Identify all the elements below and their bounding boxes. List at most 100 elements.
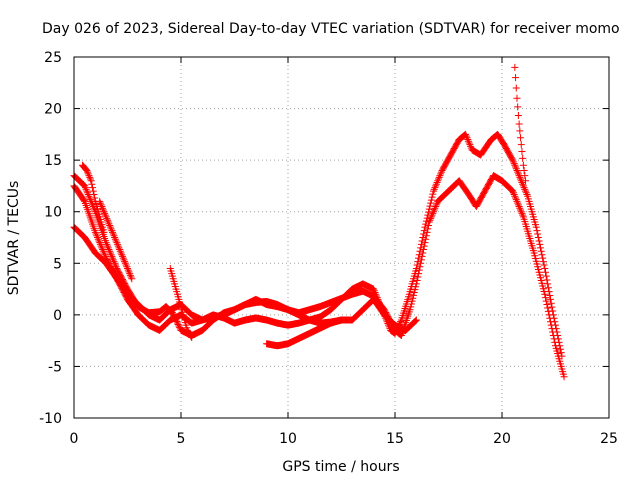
data-point [105, 246, 113, 254]
data-point [544, 280, 552, 288]
y-tick-label: 25 [44, 50, 62, 66]
data-point [549, 307, 557, 315]
data-point [413, 261, 421, 269]
data-point [124, 266, 132, 274]
data-point [385, 323, 393, 331]
data-point [511, 63, 519, 71]
data-point [516, 173, 524, 181]
data-point [106, 249, 114, 257]
data-point [560, 373, 568, 381]
y-tick-labels: -10 -5 0 5 10 15 20 25 [39, 50, 62, 427]
data-point [539, 254, 547, 262]
data-point [542, 272, 550, 280]
data-point [537, 247, 545, 255]
data-point [385, 321, 393, 329]
data-point [99, 246, 107, 254]
data-point [419, 234, 427, 241]
data-point [432, 182, 440, 190]
data-point [467, 142, 475, 150]
data-point [517, 208, 525, 216]
data-point [104, 242, 112, 250]
data-point [512, 74, 520, 82]
data-point [412, 264, 420, 272]
series-track-h [511, 63, 530, 185]
data-point [116, 247, 124, 255]
data-point [84, 170, 92, 178]
data-point [415, 254, 423, 262]
data-point [107, 251, 115, 259]
data-point [426, 202, 434, 210]
data-point [87, 177, 95, 185]
data-point [552, 325, 560, 333]
data-point [187, 332, 195, 340]
data-point [81, 182, 89, 190]
data-point [81, 184, 89, 192]
x-tick-label: 15 [386, 431, 404, 447]
data-point [420, 227, 428, 235]
data-point [418, 237, 426, 245]
data-point [98, 203, 106, 211]
data-point [514, 103, 522, 111]
data-point [109, 254, 117, 262]
data-point [102, 213, 110, 221]
data-point [514, 111, 522, 119]
data-point [174, 320, 182, 328]
data-point [85, 192, 93, 200]
data-point [338, 316, 345, 324]
data-point [88, 180, 96, 188]
data-point [119, 252, 127, 260]
data-point [410, 289, 418, 297]
data-point [521, 172, 529, 180]
x-tick-labels: 0 5 10 15 20 25 [70, 431, 618, 447]
data-point [113, 239, 121, 247]
data-point [464, 136, 472, 144]
data-point [537, 244, 545, 252]
y-tick-label: 20 [44, 102, 62, 118]
data-point [416, 263, 424, 271]
data-point [517, 175, 525, 183]
data-point [430, 187, 438, 195]
data-point [536, 240, 544, 248]
data-point [425, 208, 433, 216]
data-point [509, 158, 517, 166]
data-point [92, 230, 100, 238]
data-point [555, 338, 563, 346]
data-point [101, 251, 109, 259]
data-point [100, 228, 108, 236]
x-tick-label: 20 [493, 431, 511, 447]
data-point [397, 318, 405, 326]
data-point [103, 215, 111, 223]
data-point [416, 247, 424, 255]
data-point [549, 311, 557, 319]
data-point [543, 301, 551, 309]
data-point [84, 168, 92, 176]
data-point [514, 201, 522, 209]
data-point [430, 206, 438, 214]
data-point [542, 297, 550, 305]
series-track-g [166, 264, 196, 342]
data-point [124, 264, 131, 272]
data-point [86, 173, 94, 181]
data-point [422, 235, 430, 243]
plot-frame [73, 56, 610, 419]
data-point [509, 156, 517, 164]
data-point [188, 334, 196, 342]
data-point [423, 214, 431, 222]
data-point [556, 342, 564, 350]
data-point [111, 234, 119, 241]
data-point [509, 187, 517, 195]
data-point [424, 211, 432, 219]
y-tick-label: -5 [48, 359, 62, 375]
data-point [85, 172, 93, 180]
data-point [114, 242, 122, 250]
data-point [462, 132, 470, 140]
data-point [466, 141, 474, 149]
data-point [89, 201, 97, 209]
data-point [534, 234, 542, 241]
data-point [414, 258, 422, 266]
data-point [123, 263, 131, 271]
data-point [371, 289, 379, 297]
data-point [91, 194, 99, 202]
y-tick-label: 0 [53, 308, 62, 324]
